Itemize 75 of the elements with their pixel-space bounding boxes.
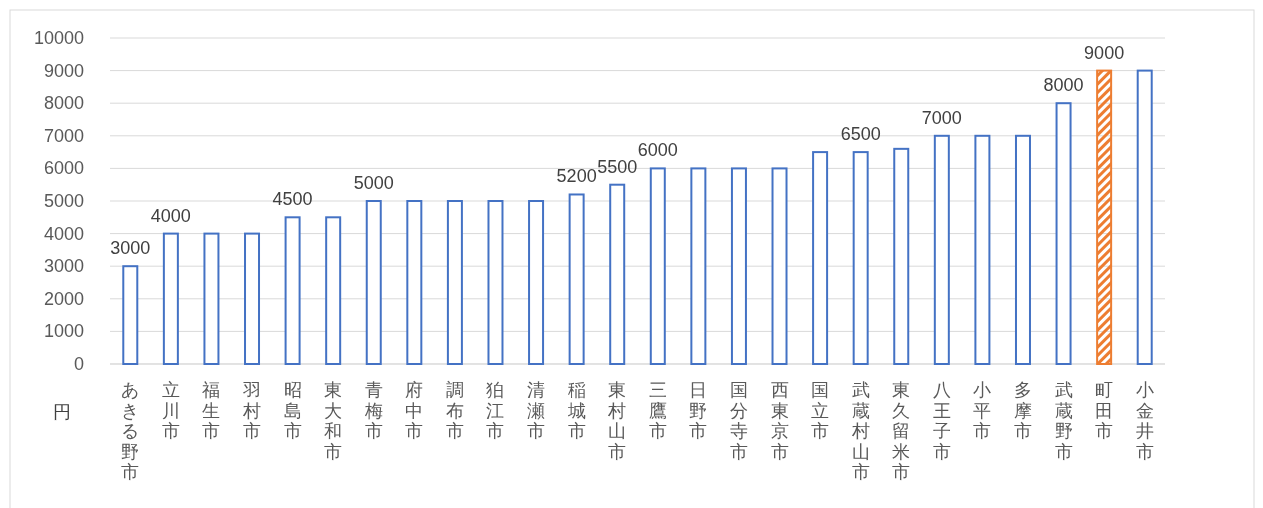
x-tick-label: 羽村市	[242, 380, 262, 441]
x-tick-label: 福生市	[202, 380, 221, 441]
y-tick-label: 6000	[43, 158, 84, 179]
y-tick-label: 4000	[43, 223, 84, 244]
bar	[365, 200, 382, 365]
data-label: 7000	[921, 107, 962, 128]
bar	[974, 134, 991, 365]
bar	[690, 167, 707, 365]
bar	[446, 200, 463, 365]
y-tick-label: 10000	[33, 28, 84, 48]
x-tick-label: 国分寺市	[729, 380, 748, 462]
data-label: 9000	[1084, 42, 1125, 63]
bar	[325, 216, 342, 365]
x-tick-label: 稲城市	[566, 380, 586, 441]
x-tick-label: 小金井市	[1135, 380, 1154, 462]
x-tick-label: 東村山市	[607, 380, 627, 462]
data-label: 6500	[840, 124, 881, 145]
bar	[568, 193, 585, 365]
bar	[730, 167, 747, 365]
data-label: 3000	[110, 238, 151, 259]
data-label: 4000	[150, 205, 191, 226]
y-tick-label: 0	[73, 354, 84, 374]
bar	[203, 232, 220, 365]
data-label: 5500	[597, 156, 638, 177]
x-tick-label: 青梅市	[363, 380, 383, 441]
bar	[852, 151, 869, 365]
y-tick-label: 1000	[43, 321, 84, 342]
data-label: 6000	[637, 140, 678, 161]
bar	[244, 232, 261, 365]
bar	[893, 147, 910, 365]
x-tick-label: 府中市	[405, 380, 424, 441]
x-tick-label: 狛江市	[486, 380, 505, 441]
y-axis-title: 円	[53, 402, 71, 422]
bar	[609, 183, 626, 365]
bar	[1096, 69, 1113, 365]
y-tick-label: 7000	[43, 125, 84, 146]
bar	[1055, 102, 1072, 365]
x-tick-label: 清瀬市	[527, 380, 546, 441]
bar	[771, 167, 788, 365]
x-tick-label: 西東京市	[770, 380, 789, 462]
x-tick-label: 八王子市	[932, 380, 951, 462]
x-tick-label: 東久留米市	[892, 380, 911, 482]
x-tick-label: 日野市	[689, 380, 708, 441]
bar	[487, 200, 504, 365]
data-label: 4500	[272, 189, 313, 210]
bar	[812, 151, 829, 365]
x-tick-label: 武蔵村山市	[850, 380, 870, 482]
y-tick-label: 2000	[43, 288, 84, 309]
bar	[933, 134, 950, 365]
x-tick-label: 町田市	[1095, 380, 1114, 441]
data-label: 5000	[353, 173, 394, 193]
bar	[122, 265, 139, 365]
y-tick-label: 9000	[43, 60, 84, 81]
bar	[1136, 69, 1153, 365]
x-tick-label: 昭島市	[283, 380, 302, 441]
bar	[528, 200, 545, 365]
x-tick-label: 東大和市	[324, 380, 343, 462]
x-tick-label: 調布市	[445, 380, 464, 441]
data-label: 8000	[1043, 75, 1084, 96]
y-tick-label: 5000	[43, 191, 84, 211]
x-tick-label: 三鷹市	[648, 380, 667, 441]
bar	[406, 200, 423, 365]
x-tick-label: 国立市	[811, 380, 830, 441]
x-tick-label: 小平市	[973, 380, 992, 441]
data-label: 5200	[556, 166, 597, 187]
x-tick-label: 立川市	[161, 380, 180, 441]
y-tick-label: 3000	[43, 256, 84, 277]
bar	[1014, 134, 1031, 365]
x-tick-label: あきる野市	[121, 380, 140, 482]
bar	[162, 232, 179, 365]
x-tick-label: 多摩市	[1013, 380, 1032, 441]
x-tick-label: 武蔵野市	[1054, 380, 1073, 462]
bar	[649, 167, 666, 365]
bar	[284, 216, 301, 365]
y-tick-label: 8000	[43, 93, 84, 114]
